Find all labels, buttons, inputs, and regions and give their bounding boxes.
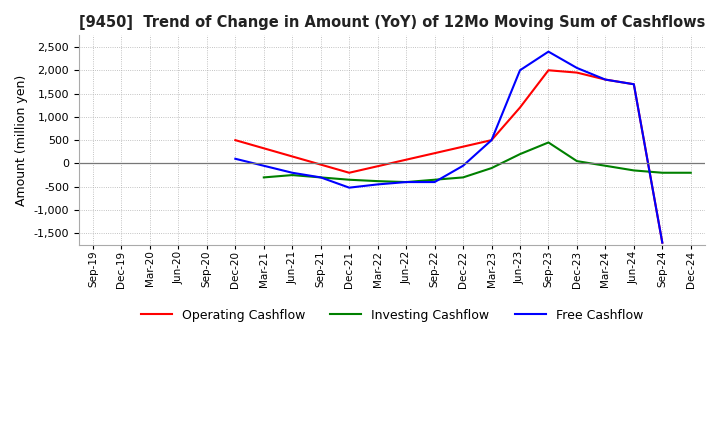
Title: [9450]  Trend of Change in Amount (YoY) of 12Mo Moving Sum of Cashflows: [9450] Trend of Change in Amount (YoY) o…	[78, 15, 705, 30]
Investing Cashflow	[544, 140, 553, 145]
Y-axis label: Amount (million yen): Amount (million yen)	[15, 74, 28, 206]
Free Cashflow	[516, 68, 524, 73]
Free Cashflow	[459, 163, 467, 169]
Free Cashflow	[544, 49, 553, 54]
Free Cashflow	[374, 182, 382, 187]
Free Cashflow	[288, 170, 297, 176]
Free Cashflow	[259, 163, 268, 169]
Operating Cashflow	[345, 170, 354, 176]
Operating Cashflow	[231, 138, 240, 143]
Investing Cashflow	[516, 151, 524, 157]
Free Cashflow	[431, 180, 439, 185]
Free Cashflow	[629, 81, 638, 87]
Free Cashflow	[572, 65, 581, 70]
Line: Investing Cashflow: Investing Cashflow	[264, 143, 690, 182]
Investing Cashflow	[259, 175, 268, 180]
Line: Free Cashflow: Free Cashflow	[235, 51, 662, 242]
Investing Cashflow	[374, 179, 382, 184]
Investing Cashflow	[487, 165, 496, 171]
Investing Cashflow	[601, 163, 610, 169]
Operating Cashflow	[572, 70, 581, 75]
Free Cashflow	[231, 156, 240, 161]
Free Cashflow	[658, 240, 667, 245]
Investing Cashflow	[572, 158, 581, 164]
Investing Cashflow	[431, 177, 439, 182]
Operating Cashflow	[516, 105, 524, 110]
Investing Cashflow	[402, 180, 410, 185]
Free Cashflow	[402, 180, 410, 185]
Investing Cashflow	[686, 170, 695, 176]
Free Cashflow	[487, 138, 496, 143]
Operating Cashflow	[629, 81, 638, 87]
Operating Cashflow	[487, 138, 496, 143]
Investing Cashflow	[629, 168, 638, 173]
Free Cashflow	[601, 77, 610, 82]
Operating Cashflow	[601, 77, 610, 82]
Free Cashflow	[345, 185, 354, 190]
Investing Cashflow	[459, 175, 467, 180]
Operating Cashflow	[658, 240, 667, 245]
Investing Cashflow	[345, 177, 354, 182]
Legend: Operating Cashflow, Investing Cashflow, Free Cashflow: Operating Cashflow, Investing Cashflow, …	[135, 304, 648, 327]
Line: Operating Cashflow: Operating Cashflow	[235, 70, 662, 242]
Investing Cashflow	[658, 170, 667, 176]
Investing Cashflow	[316, 175, 325, 180]
Investing Cashflow	[288, 172, 297, 178]
Operating Cashflow	[544, 68, 553, 73]
Free Cashflow	[316, 175, 325, 180]
